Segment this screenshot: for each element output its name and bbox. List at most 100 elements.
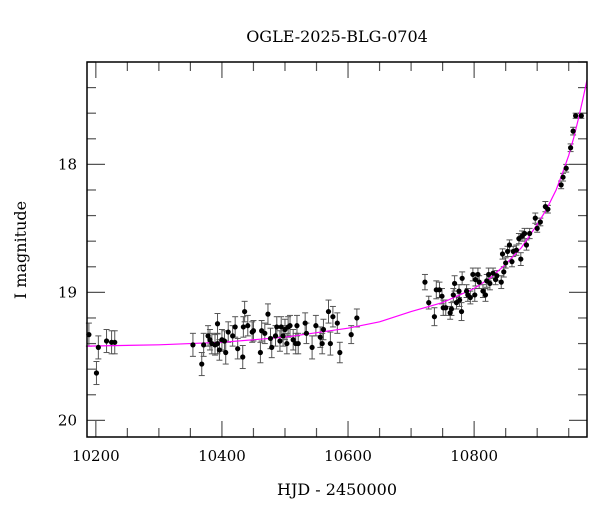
data-point [534, 225, 540, 231]
data-point [317, 334, 323, 340]
data-point [265, 311, 271, 317]
x-tick-label: 10800 [450, 447, 498, 465]
data-point [448, 306, 455, 312]
data-point [334, 320, 340, 326]
data-point [232, 324, 238, 330]
y-tick-label: 20 [58, 411, 77, 429]
y-tick-label: 18 [58, 155, 77, 173]
data-points [86, 113, 584, 376]
data-point [267, 335, 274, 342]
data-point [240, 354, 246, 360]
data-point [578, 113, 584, 119]
data-point [319, 340, 325, 347]
data-point [503, 260, 509, 266]
data-point [456, 288, 462, 294]
data-point [498, 279, 504, 285]
x-axis-label: HJD - 2450000 [277, 480, 397, 499]
data-point [451, 280, 458, 287]
data-point [225, 329, 231, 335]
data-point [545, 206, 551, 212]
data-point [309, 344, 315, 351]
data-point [240, 324, 246, 330]
data-point [242, 308, 248, 315]
data-point [93, 370, 100, 376]
data-point [327, 340, 333, 347]
data-point [103, 338, 110, 344]
data-point [506, 242, 513, 248]
data-point [459, 275, 465, 281]
data-point [214, 340, 221, 347]
data-point [499, 251, 506, 257]
data-point [431, 314, 438, 320]
data-point [95, 344, 101, 351]
data-point [490, 270, 496, 276]
data-point [245, 323, 251, 329]
data-point [262, 330, 268, 336]
data-point [560, 174, 566, 180]
data-point [284, 340, 290, 347]
data-point [568, 145, 574, 151]
data-point [354, 315, 360, 321]
data-point [348, 332, 354, 338]
x-tick-label: 10600 [324, 447, 372, 465]
data-point [201, 342, 207, 348]
y-tick-label: 19 [58, 283, 77, 301]
data-point [278, 324, 284, 330]
data-point [199, 361, 205, 367]
data-point [330, 314, 336, 320]
data-point [443, 305, 449, 311]
plot-frame [86, 61, 588, 438]
data-point [269, 344, 275, 351]
data-point [467, 294, 473, 301]
data-point [472, 292, 478, 298]
data-point [470, 271, 476, 278]
axis-ticks: 10200 10400 10600 10800 18 19 20 [58, 61, 587, 465]
data-point [235, 346, 241, 352]
data-point [214, 321, 221, 327]
data-point [573, 113, 579, 119]
data-point [436, 287, 443, 293]
data-point [320, 326, 327, 333]
data-point [518, 256, 524, 262]
data-point [521, 230, 528, 237]
data-point [563, 165, 569, 171]
model-curve-group [86, 79, 588, 347]
error-bars [85, 112, 585, 386]
x-tick-label: 10400 [198, 447, 246, 465]
data-point [287, 323, 293, 329]
data-point [475, 271, 481, 278]
data-point [295, 340, 301, 347]
data-point [558, 182, 564, 188]
data-point [527, 230, 533, 237]
data-point [494, 273, 500, 279]
data-point [112, 339, 118, 345]
data-point [325, 308, 332, 315]
data-point [277, 338, 283, 344]
y-axis-label: I magnitude [11, 201, 30, 299]
data-point [302, 320, 308, 326]
data-point [532, 215, 538, 221]
data-point [216, 347, 223, 353]
data-point [223, 349, 229, 356]
data-point [250, 328, 257, 334]
data-point [207, 337, 213, 343]
data-point [482, 292, 489, 298]
data-point [480, 288, 486, 294]
data-point [290, 337, 296, 343]
data-point [501, 269, 507, 275]
data-point [257, 349, 263, 356]
data-point [570, 128, 576, 134]
data-point [221, 338, 228, 344]
data-point [457, 297, 463, 303]
x-tick-label: 10200 [72, 447, 120, 465]
data-point [205, 333, 211, 339]
data-point [422, 279, 428, 285]
data-point [458, 308, 465, 315]
data-point [513, 247, 519, 253]
data-point [274, 324, 280, 330]
data-point [487, 280, 493, 287]
data-point [504, 248, 511, 255]
data-point [439, 293, 445, 299]
data-point [313, 323, 319, 329]
